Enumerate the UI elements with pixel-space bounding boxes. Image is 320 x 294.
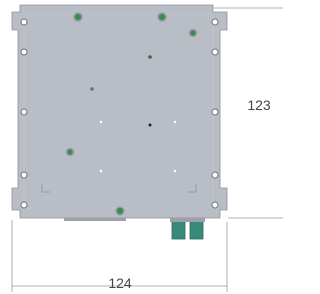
drawing: 123 124 — [0, 0, 283, 294]
connectors — [64, 218, 205, 239]
page: 123 124 (() => { const data = JSON.parse… — [0, 0, 320, 294]
height-dimension: 123 — [247, 97, 271, 113]
plate — [12, 5, 227, 218]
width-dimension: 124 — [108, 275, 132, 291]
